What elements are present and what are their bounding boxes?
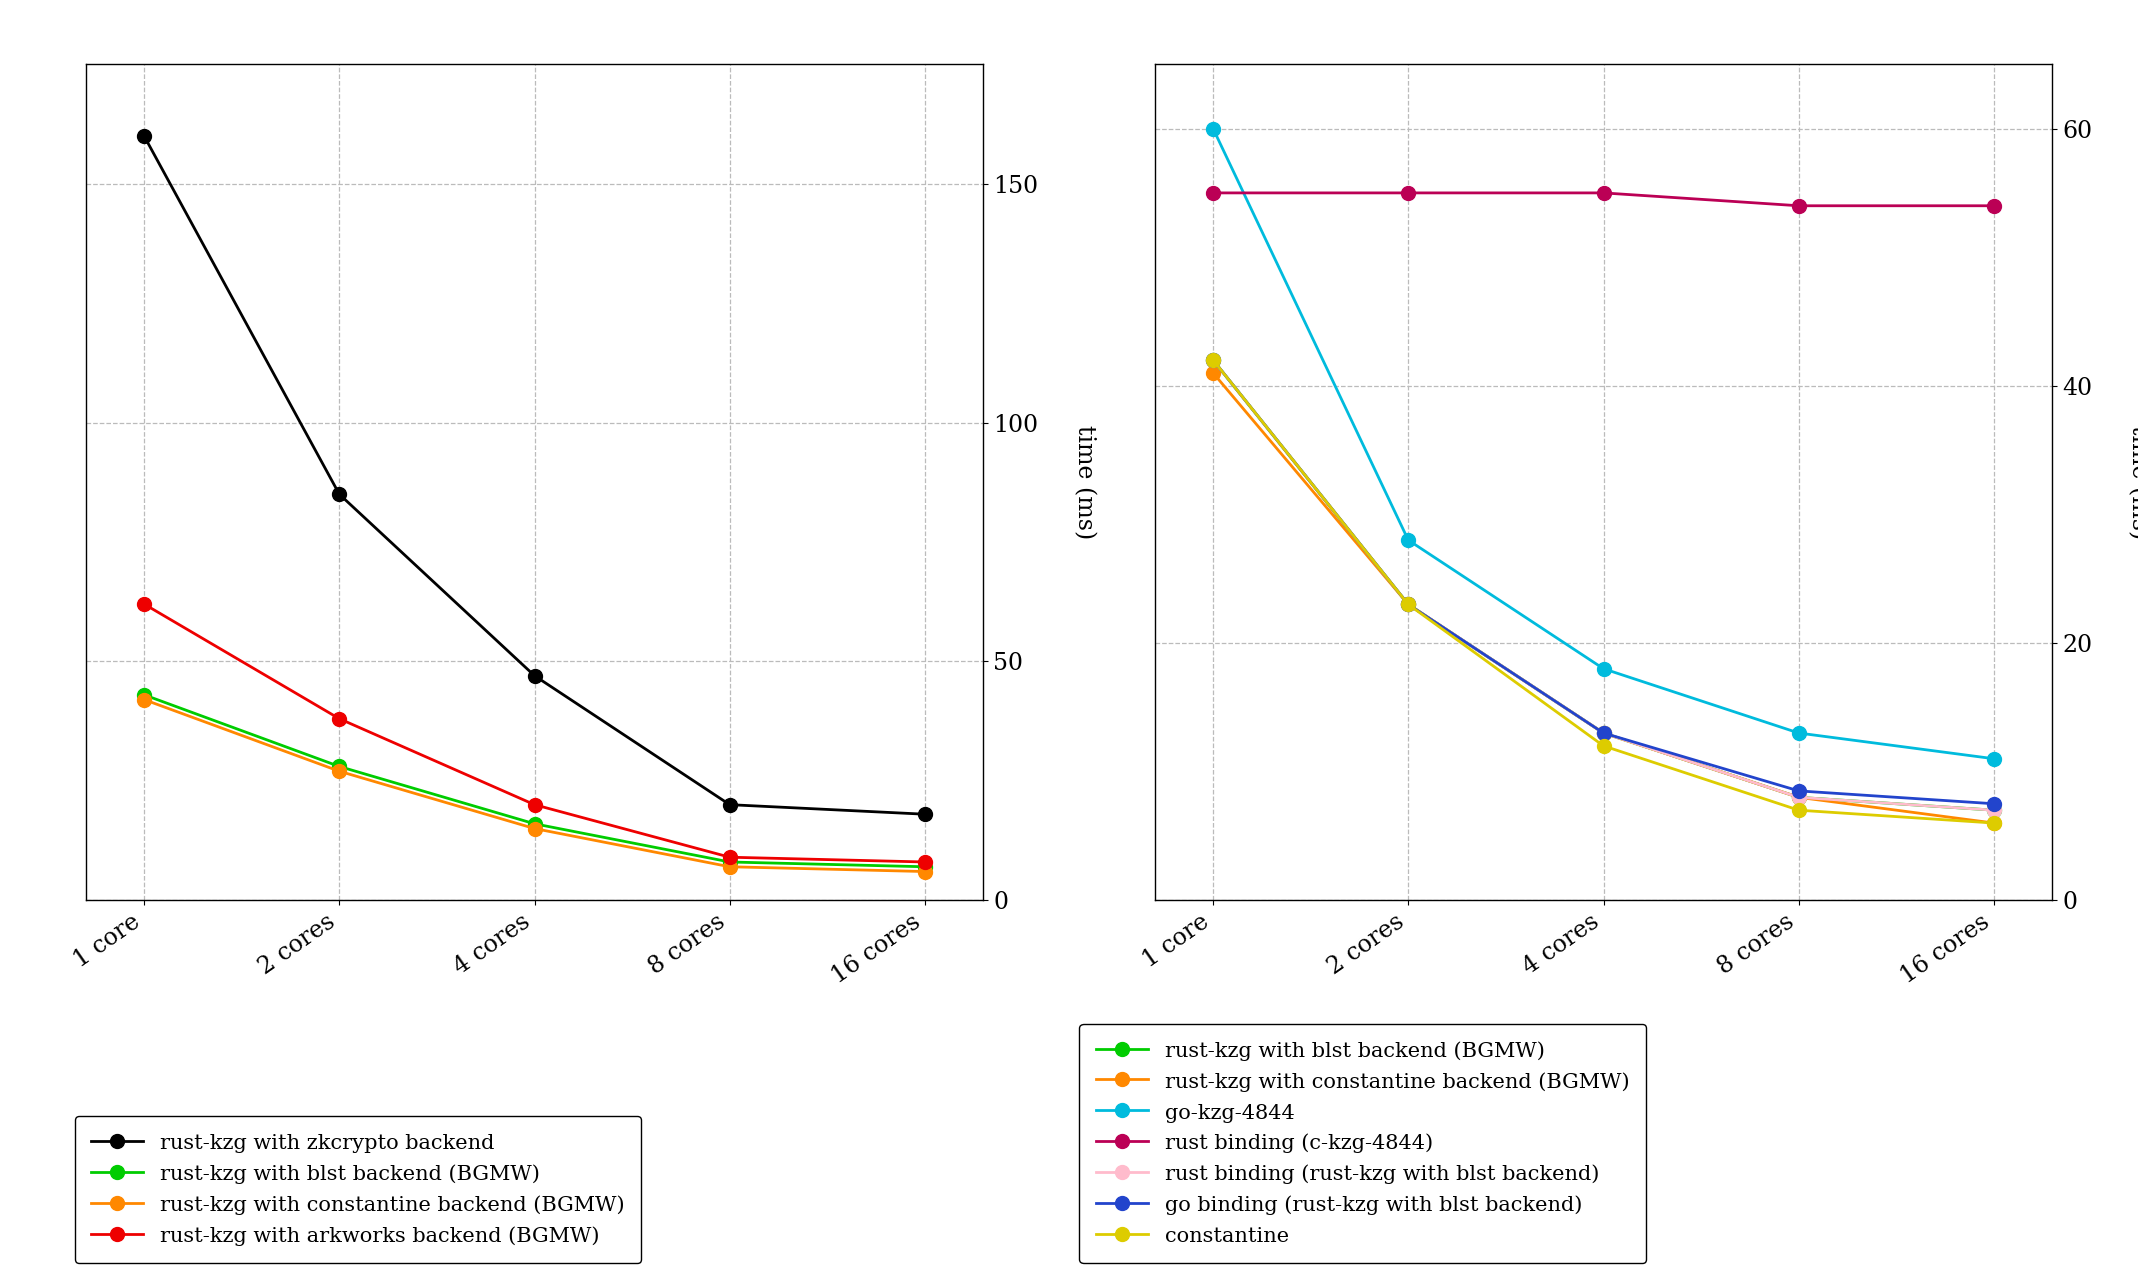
Line: rust-kzg with constantine backend (BGMW): rust-kzg with constantine backend (BGMW)	[137, 693, 932, 878]
Line: rust-kzg with arkworks backend (BGMW): rust-kzg with arkworks backend (BGMW)	[137, 597, 932, 869]
Y-axis label: time (ms): time (ms)	[2127, 426, 2138, 539]
rust-kzg with arkworks backend (BGMW)	[522, 797, 547, 813]
rust binding (c-kzg-4844)	[1199, 185, 1225, 201]
rust-kzg with blst backend (BGMW)	[1982, 802, 2008, 818]
rust binding (rust-kzg with blst backend)	[1591, 725, 1616, 741]
go-kzg-4844	[1785, 725, 1811, 741]
rust-kzg with blst backend (BGMW)	[327, 759, 353, 774]
constantine	[1591, 738, 1616, 754]
rust-kzg with blst backend (BGMW)	[913, 859, 939, 874]
rust-kzg with zkcrypto backend	[327, 486, 353, 502]
rust binding (c-kzg-4844)	[1591, 185, 1616, 201]
Line: rust binding (rust-kzg with blst backend): rust binding (rust-kzg with blst backend…	[1206, 354, 2001, 817]
go-kzg-4844	[1591, 661, 1616, 676]
rust-kzg with constantine backend (BGMW)	[716, 859, 742, 874]
rust binding (rust-kzg with blst backend)	[1396, 597, 1422, 612]
go-kzg-4844	[1982, 751, 2008, 766]
go binding (rust-kzg with blst backend)	[1396, 597, 1422, 612]
Line: rust-kzg with constantine backend (BGMW): rust-kzg with constantine backend (BGMW)	[1206, 367, 2001, 829]
Line: rust-kzg with blst backend (BGMW): rust-kzg with blst backend (BGMW)	[1206, 354, 2001, 817]
rust-kzg with arkworks backend (BGMW)	[716, 850, 742, 865]
rust-kzg with zkcrypto backend	[130, 129, 156, 144]
rust binding (c-kzg-4844)	[1785, 198, 1811, 213]
rust-kzg with constantine backend (BGMW)	[522, 820, 547, 836]
go binding (rust-kzg with blst backend)	[1199, 352, 1225, 368]
go-kzg-4844	[1396, 532, 1422, 548]
constantine	[1396, 597, 1422, 612]
rust-kzg with constantine backend (BGMW)	[1982, 815, 2008, 831]
rust-kzg with arkworks backend (BGMW)	[327, 711, 353, 727]
rust-kzg with blst backend (BGMW)	[1396, 597, 1422, 612]
rust-kzg with constantine backend (BGMW)	[913, 864, 939, 880]
rust-kzg with blst backend (BGMW)	[522, 817, 547, 832]
constantine	[1785, 802, 1811, 818]
rust-kzg with zkcrypto backend	[522, 667, 547, 683]
rust-kzg with arkworks backend (BGMW)	[130, 597, 156, 612]
Line: rust-kzg with blst backend (BGMW): rust-kzg with blst backend (BGMW)	[137, 688, 932, 873]
Line: rust-kzg with zkcrypto backend: rust-kzg with zkcrypto backend	[137, 129, 932, 822]
constantine	[1199, 352, 1225, 368]
go-kzg-4844	[1199, 121, 1225, 136]
rust-kzg with arkworks backend (BGMW)	[913, 854, 939, 869]
Line: constantine: constantine	[1206, 354, 2001, 829]
rust-kzg with blst backend (BGMW)	[130, 687, 156, 702]
go binding (rust-kzg with blst backend)	[1785, 783, 1811, 799]
Legend: rust-kzg with zkcrypto backend, rust-kzg with blst backend (BGMW), rust-kzg with: rust-kzg with zkcrypto backend, rust-kzg…	[75, 1116, 641, 1263]
rust-kzg with constantine backend (BGMW)	[130, 692, 156, 707]
rust-kzg with constantine backend (BGMW)	[327, 764, 353, 779]
rust binding (rust-kzg with blst backend)	[1785, 790, 1811, 805]
Y-axis label: time (ms): time (ms)	[1073, 426, 1097, 539]
rust-kzg with blst backend (BGMW)	[1591, 725, 1616, 741]
Line: go-kzg-4844: go-kzg-4844	[1206, 122, 2001, 765]
rust-kzg with blst backend (BGMW)	[1785, 790, 1811, 805]
rust-kzg with constantine backend (BGMW)	[1199, 365, 1225, 381]
rust-kzg with blst backend (BGMW)	[1199, 352, 1225, 368]
rust-kzg with blst backend (BGMW)	[716, 854, 742, 869]
rust-kzg with constantine backend (BGMW)	[1396, 597, 1422, 612]
rust-kzg with zkcrypto backend	[913, 806, 939, 822]
Legend: rust-kzg with blst backend (BGMW), rust-kzg with constantine backend (BGMW), go-: rust-kzg with blst backend (BGMW), rust-…	[1080, 1024, 1646, 1263]
Line: go binding (rust-kzg with blst backend): go binding (rust-kzg with blst backend)	[1206, 354, 2001, 810]
go binding (rust-kzg with blst backend)	[1982, 796, 2008, 811]
Line: rust binding (c-kzg-4844): rust binding (c-kzg-4844)	[1206, 186, 2001, 212]
rust binding (c-kzg-4844)	[1982, 198, 2008, 213]
rust-kzg with zkcrypto backend	[716, 797, 742, 813]
rust binding (c-kzg-4844)	[1396, 185, 1422, 201]
go binding (rust-kzg with blst backend)	[1591, 725, 1616, 741]
rust-kzg with constantine backend (BGMW)	[1591, 725, 1616, 741]
rust binding (rust-kzg with blst backend)	[1982, 802, 2008, 818]
rust-kzg with constantine backend (BGMW)	[1785, 790, 1811, 805]
constantine	[1982, 815, 2008, 831]
rust binding (rust-kzg with blst backend)	[1199, 352, 1225, 368]
